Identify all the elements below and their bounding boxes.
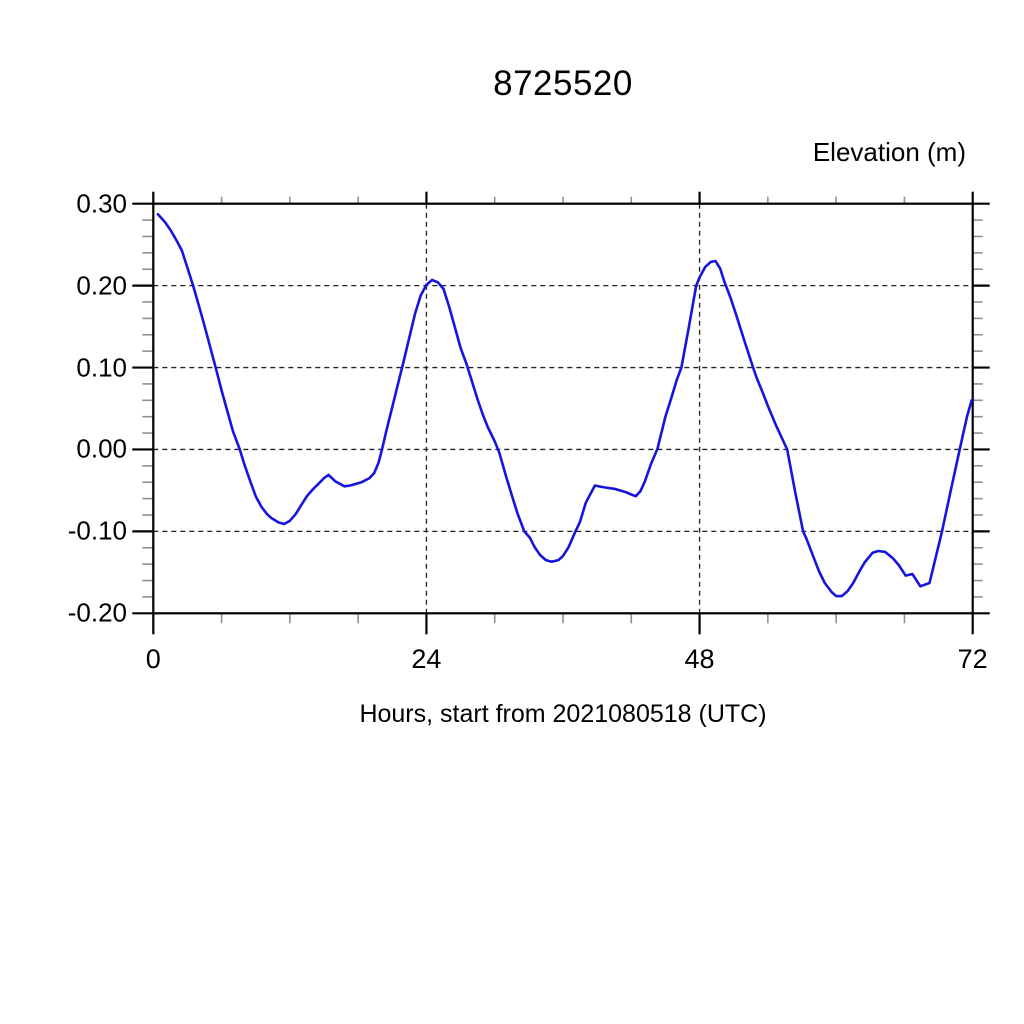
x-tick-label: 24: [411, 644, 442, 674]
elevation-line: [156, 213, 973, 598]
y-axis-title: Elevation (m): [812, 137, 966, 167]
plot-frame: [152, 202, 974, 615]
y-tick-label: -0.20: [67, 597, 127, 628]
x-tick-label: 48: [684, 644, 715, 674]
x-tick-label: 0: [145, 644, 161, 674]
y-tick-label: -0.10: [67, 515, 127, 546]
y-tick-label: 0.20: [76, 270, 127, 301]
chart-title: 8725520: [493, 64, 633, 103]
y-tick-label: 0.30: [76, 188, 127, 219]
x-axis-title: Hours, start from 2021080518 (UTC): [359, 700, 767, 728]
y-tick-label: 0.00: [76, 433, 127, 464]
x-tick-label: 72: [957, 644, 988, 674]
y-tick-label: 0.10: [76, 352, 127, 383]
